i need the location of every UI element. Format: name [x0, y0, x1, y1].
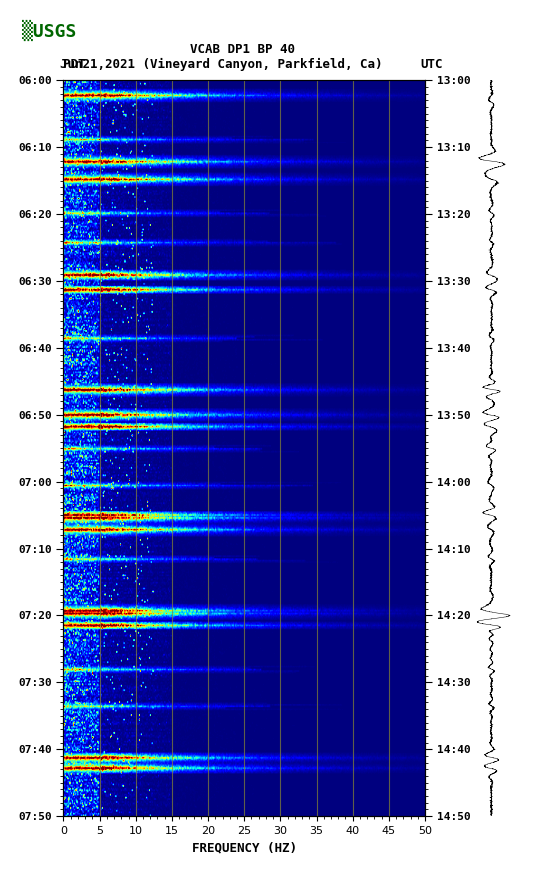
X-axis label: FREQUENCY (HZ): FREQUENCY (HZ)	[192, 841, 297, 855]
Text: Jun21,2021 (Vineyard Canyon, Parkfield, Ca): Jun21,2021 (Vineyard Canyon, Parkfield, …	[60, 58, 382, 70]
Text: ▒USGS: ▒USGS	[22, 20, 77, 41]
Text: UTC: UTC	[421, 58, 443, 70]
Text: VCAB DP1 BP 40: VCAB DP1 BP 40	[190, 44, 295, 56]
Text: PDT: PDT	[63, 58, 86, 70]
